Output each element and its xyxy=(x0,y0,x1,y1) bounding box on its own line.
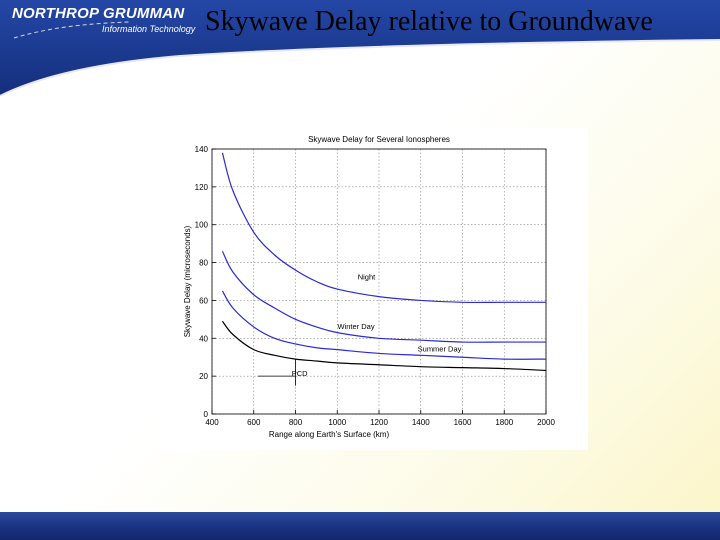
chart-title: Skywave Delay for Several Ionospheres xyxy=(308,135,450,144)
chart-panel: 400 600 800 1000 1200 1400 1600 1800 2000 0 20 40 60… xyxy=(156,128,588,450)
footer-bar xyxy=(0,512,720,540)
x-tick-label: 1400 xyxy=(412,418,430,427)
y-tick-label: 140 xyxy=(195,145,209,154)
series-line-pcd xyxy=(221,320,547,372)
y-tick-label: 20 xyxy=(199,372,208,381)
annotation-pcd: PCD xyxy=(292,369,308,378)
series-line-winter-day xyxy=(221,250,547,343)
brand-logo: NORTHROP GRUMMAN Information Technology xyxy=(6,5,202,45)
y-tick-label: 0 xyxy=(204,410,209,419)
x-tick-label: 600 xyxy=(247,418,261,427)
y-axis-label: Skywave Delay (microseconds) xyxy=(183,225,192,337)
y-tick-label: 80 xyxy=(199,259,208,268)
x-tick-label: 2000 xyxy=(537,418,555,427)
x-tick-label: 1600 xyxy=(454,418,472,427)
x-tick-label: 1200 xyxy=(370,418,388,427)
x-tick-label: 400 xyxy=(205,418,219,427)
brand-division: Information Technology xyxy=(102,24,196,34)
x-tick-label: 1000 xyxy=(328,418,346,427)
y-tick-label: 100 xyxy=(195,221,209,230)
y-tick-label: 40 xyxy=(199,334,208,343)
header-band xyxy=(0,0,720,97)
y-tick-label: 60 xyxy=(199,296,208,305)
y-tick-label: 120 xyxy=(195,183,209,192)
x-tick-label: 800 xyxy=(289,418,303,427)
skywave-delay-chart: 400 600 800 1000 1200 1400 1600 1800 2000 0 20 40 60… xyxy=(183,135,555,439)
series-line-night xyxy=(221,152,546,304)
header-swoosh xyxy=(0,0,720,97)
annotation-summer-day: Summer Day xyxy=(418,345,462,354)
annotation-winter-day: Winter Day xyxy=(337,322,374,331)
series-line-summer-day xyxy=(221,290,547,360)
annotation-night: Night xyxy=(358,273,376,282)
brand-name: NORTHROP GRUMMAN xyxy=(12,5,185,22)
x-axis-label: Range along Earth's Surface (km) xyxy=(269,430,390,439)
x-tick-label: 1800 xyxy=(495,418,513,427)
slide-title: Skywave Delay relative to Groundwave xyxy=(205,6,653,37)
